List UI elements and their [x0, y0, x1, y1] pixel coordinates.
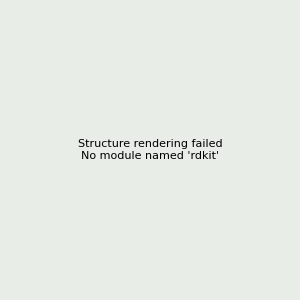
Text: Structure rendering failed
No module named 'rdkit': Structure rendering failed No module nam…: [78, 139, 222, 161]
